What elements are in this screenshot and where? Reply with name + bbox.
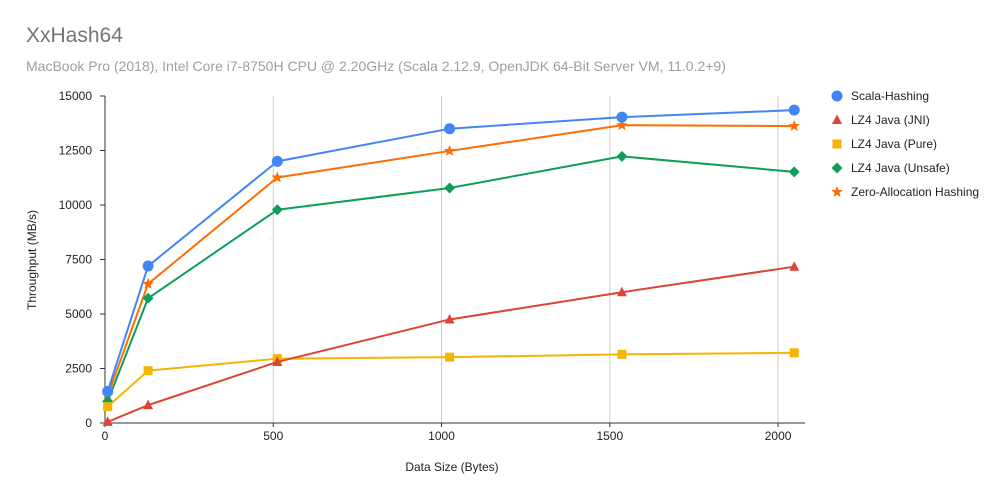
data-point-lz4-java-jni bbox=[616, 286, 627, 297]
series-lz4-java-unsafe bbox=[102, 150, 800, 407]
legend-label-lz4-java-pure: LZ4 Java (Pure) bbox=[851, 137, 937, 151]
legend-marker-zero-allocation-hashing bbox=[831, 186, 843, 197]
data-point-lz4-java-pure bbox=[143, 366, 153, 376]
data-point-zero-allocation-hashing bbox=[788, 120, 800, 131]
data-point-lz4-java-pure bbox=[789, 348, 799, 358]
data-point-lz4-java-pure bbox=[445, 352, 455, 362]
data-series bbox=[101, 104, 800, 426]
data-point-lz4-java-unsafe bbox=[142, 292, 154, 304]
chart-subtitle: MacBook Pro (2018), Intel Core i7-8750H … bbox=[26, 58, 726, 74]
data-point-lz4-java-pure bbox=[103, 402, 113, 412]
legend-item-zero-allocation-hashing: Zero-Allocation Hashing bbox=[831, 185, 979, 199]
data-point-scala-hashing bbox=[142, 260, 154, 272]
series-line-lz4-java-pure bbox=[107, 351, 795, 408]
data-point-scala-hashing bbox=[271, 155, 283, 167]
y-tick-label: 12500 bbox=[59, 144, 93, 158]
y-tick-label: 10000 bbox=[59, 198, 93, 212]
data-point-lz4-java-jni bbox=[444, 313, 455, 324]
data-point-scala-hashing bbox=[788, 104, 800, 116]
x-tick-label: 500 bbox=[263, 429, 283, 443]
legend-item-lz4-java-unsafe: LZ4 Java (Unsafe) bbox=[831, 161, 950, 175]
data-point-lz4-java-pure bbox=[617, 349, 627, 359]
x-tick-label: 1500 bbox=[596, 429, 623, 443]
data-point-scala-hashing bbox=[444, 123, 456, 135]
data-point-lz4-java-unsafe bbox=[444, 182, 456, 194]
y-tick-label: 5000 bbox=[65, 307, 92, 321]
y-tick-label: 0 bbox=[85, 416, 92, 430]
data-point-zero-allocation-hashing bbox=[443, 144, 456, 156]
x-tick-label: 2000 bbox=[765, 429, 792, 443]
series-line-zero-allocation-hashing bbox=[106, 124, 795, 397]
series-line-lz4-java-unsafe bbox=[106, 155, 795, 402]
y-axis-title: Throughput (MB/s) bbox=[25, 210, 39, 310]
y-tick-label: 15000 bbox=[59, 89, 93, 103]
y-tick-label: 2500 bbox=[65, 362, 92, 376]
legend-marker-lz4-java-jni bbox=[832, 114, 842, 124]
data-point-lz4-java-jni bbox=[102, 416, 113, 426]
data-point-lz4-java-jni bbox=[143, 399, 154, 410]
legend-marker-scala-hashing bbox=[831, 90, 843, 102]
chart-title: XxHash64 bbox=[26, 24, 123, 47]
data-point-scala-hashing bbox=[102, 385, 114, 397]
data-point-lz4-java-unsafe bbox=[788, 166, 800, 178]
legend-label-lz4-java-unsafe: LZ4 Java (Unsafe) bbox=[851, 161, 950, 175]
data-point-lz4-java-jni bbox=[272, 356, 283, 366]
legend-item-lz4-java-pure: LZ4 Java (Pure) bbox=[832, 137, 937, 151]
legend-item-scala-hashing: Scala-Hashing bbox=[831, 89, 929, 103]
data-point-scala-hashing bbox=[616, 111, 628, 123]
x-tick-label: 1000 bbox=[428, 429, 455, 443]
grid-lines bbox=[272, 96, 779, 423]
data-point-lz4-java-unsafe bbox=[271, 204, 283, 216]
data-point-zero-allocation-hashing bbox=[616, 119, 628, 131]
axes bbox=[100, 95, 805, 427]
tick-labels: 0 2500 5000 7500 10000 12500 15000 0 500 1000 1500… bbox=[59, 89, 792, 443]
y-tick-label: 7500 bbox=[65, 253, 92, 267]
data-point-zero-allocation-hashing bbox=[271, 171, 284, 183]
legend-marker-lz4-java-pure bbox=[832, 139, 842, 149]
legend-label-lz4-java-jni: LZ4 Java (JNI) bbox=[851, 113, 930, 127]
series-line-lz4-java-jni bbox=[107, 265, 795, 423]
x-axis-title: Data Size (Bytes) bbox=[405, 460, 498, 474]
series-lz4-java-jni bbox=[102, 261, 800, 426]
data-point-lz4-java-unsafe bbox=[616, 150, 628, 162]
x-tick-label: 0 bbox=[102, 429, 109, 443]
series-line-scala-hashing bbox=[106, 109, 795, 392]
legend-item-lz4-java-jni: LZ4 Java (JNI) bbox=[832, 113, 930, 127]
legend: Scala-Hashing LZ4 Java (JNI) LZ4 Java (Pur… bbox=[831, 89, 979, 199]
series-scala-hashing bbox=[102, 104, 800, 397]
legend-label-zero-allocation-hashing: Zero-Allocation Hashing bbox=[851, 185, 979, 199]
legend-marker-lz4-java-unsafe bbox=[831, 162, 843, 174]
legend-label-scala-hashing: Scala-Hashing bbox=[851, 89, 929, 103]
data-point-lz4-java-jni bbox=[789, 261, 800, 271]
series-lz4-java-pure bbox=[103, 348, 799, 412]
data-point-zero-allocation-hashing bbox=[142, 277, 154, 289]
